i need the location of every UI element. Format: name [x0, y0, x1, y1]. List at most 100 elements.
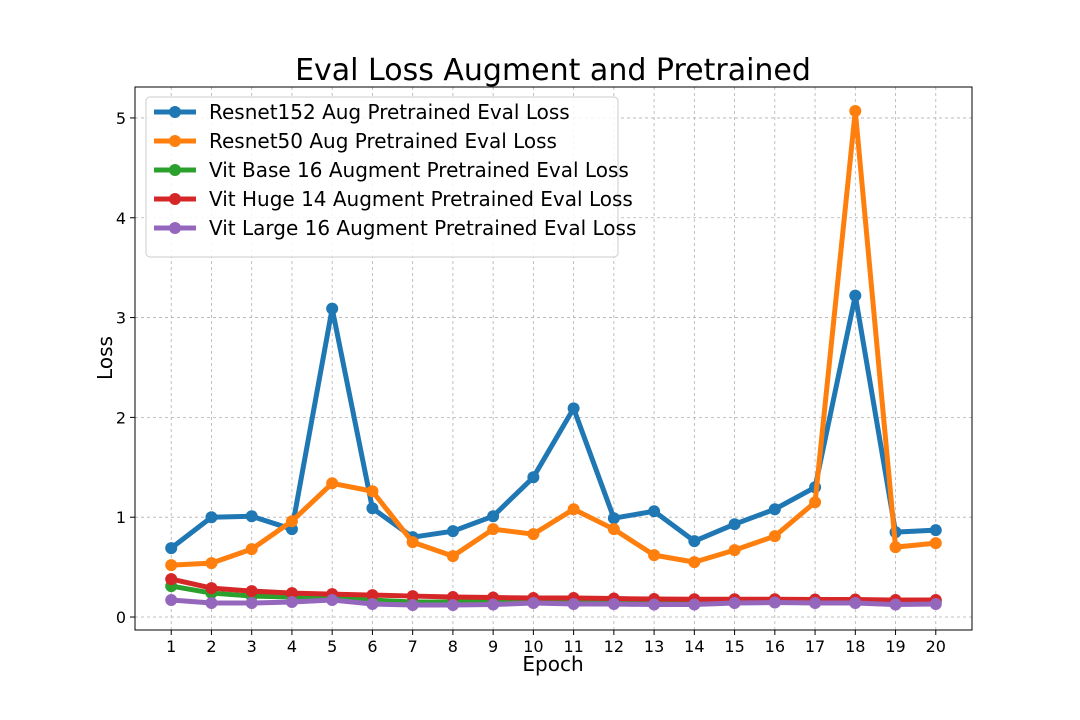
legend-item: Vit Huge 14 Augment Pretrained Eval Loss: [154, 187, 633, 211]
data-point: [245, 597, 258, 610]
data-point: [527, 471, 540, 484]
x-tick-label: 16: [765, 637, 785, 656]
x-tick-label: 1: [166, 637, 176, 656]
y-tick-label: 3: [116, 309, 126, 328]
data-point: [245, 510, 258, 523]
data-point: [728, 597, 741, 610]
data-point: [285, 587, 298, 600]
data-point: [929, 537, 942, 550]
data-point: [285, 596, 298, 609]
x-axis-ticks: 1 2 3 4 5 6 7 8 9 10 11 12 13 14 15 16 17 18 19 20: [166, 630, 946, 656]
data-point: [648, 505, 661, 518]
legend-swatch-marker: [169, 193, 181, 205]
data-point: [688, 598, 701, 611]
legend-label: Vit Base 16 Augment Pretrained Eval Loss: [209, 158, 629, 182]
x-tick-label: 17: [805, 637, 825, 656]
data-point: [768, 530, 781, 543]
data-point: [688, 535, 701, 548]
y-tick-label: 4: [116, 209, 126, 228]
legend-label: Vit Huge 14 Augment Pretrained Eval Loss: [209, 187, 633, 211]
data-point: [648, 549, 661, 562]
data-point: [849, 597, 862, 610]
data-point: [446, 550, 459, 563]
series-line: [168, 293, 939, 551]
x-tick-label: 6: [367, 637, 377, 656]
data-point: [688, 556, 701, 569]
x-tick-label: 19: [885, 637, 905, 656]
data-point: [165, 542, 178, 555]
series-1: [165, 289, 942, 555]
data-point: [567, 402, 580, 415]
data-point: [889, 541, 902, 554]
data-point: [366, 485, 379, 498]
x-axis-label: Epoch: [522, 652, 583, 676]
data-point: [446, 525, 459, 538]
series-5: [165, 594, 942, 612]
data-point: [487, 598, 500, 611]
data-point: [929, 524, 942, 537]
data-point: [527, 597, 540, 610]
x-tick-label: 4: [287, 637, 297, 656]
data-point: [245, 585, 258, 598]
data-point: [245, 543, 258, 556]
data-point: [527, 528, 540, 541]
data-point: [929, 598, 942, 611]
y-axis-label: Loss: [93, 336, 117, 380]
x-tick-label: 11: [563, 637, 583, 656]
data-point: [648, 598, 661, 611]
legend: Resnet152 Aug Pretrained Eval Loss Resnet…: [145, 96, 636, 258]
data-point: [326, 594, 339, 607]
series-line: [168, 108, 939, 568]
data-point: [366, 598, 379, 611]
y-axis-ticks: 0 1 2 3 4 5: [116, 109, 135, 627]
data-point: [366, 589, 379, 602]
data-point: [406, 599, 419, 612]
data-point: [205, 511, 218, 524]
data-point: [406, 536, 419, 549]
x-tick-label: 9: [488, 637, 498, 656]
data-point: [205, 557, 218, 570]
data-point: [728, 544, 741, 557]
legend-item: Resnet50 Aug Pretrained Eval Loss: [154, 129, 557, 153]
y-tick-label: 5: [116, 109, 126, 128]
data-point: [366, 502, 379, 515]
chart-title: Eval Loss Augment and Pretrained: [295, 53, 811, 88]
data-point: [607, 523, 620, 536]
legend-label: Resnet50 Aug Pretrained Eval Loss: [209, 129, 557, 153]
data-point: [567, 598, 580, 611]
series-line: [168, 597, 939, 608]
x-tick-label: 7: [408, 637, 418, 656]
data-point: [446, 599, 459, 612]
data-point: [809, 597, 822, 610]
data-point: [285, 515, 298, 528]
data-point: [406, 590, 419, 603]
data-point: [889, 598, 902, 611]
data-point: [326, 477, 339, 490]
legend-swatch-marker: [169, 106, 181, 118]
data-point: [165, 559, 178, 572]
x-tick-label: 12: [604, 637, 624, 656]
data-point: [607, 512, 620, 525]
legend-item: Vit Base 16 Augment Pretrained Eval Loss: [154, 158, 629, 182]
data-point: [205, 582, 218, 595]
legend-item: Resnet152 Aug Pretrained Eval Loss: [154, 100, 570, 124]
series-2: [165, 104, 942, 572]
y-tick-label: 2: [116, 408, 126, 427]
x-tick-label: 10: [523, 637, 543, 656]
x-tick-label: 2: [206, 637, 216, 656]
data-point: [849, 289, 862, 302]
x-tick-label: 18: [845, 637, 865, 656]
data-point: [809, 496, 822, 509]
legend-swatch-marker: [169, 135, 181, 147]
data-point: [567, 503, 580, 516]
x-tick-label: 3: [247, 637, 257, 656]
x-tick-label: 20: [926, 637, 946, 656]
legend-swatch-marker: [169, 222, 181, 234]
data-point: [768, 596, 781, 609]
x-tick-label: 14: [684, 637, 704, 656]
data-point: [487, 510, 500, 523]
data-point: [487, 523, 500, 536]
legend-label: Vit Large 16 Augment Pretrained Eval Los…: [209, 216, 636, 240]
data-point: [849, 104, 862, 117]
